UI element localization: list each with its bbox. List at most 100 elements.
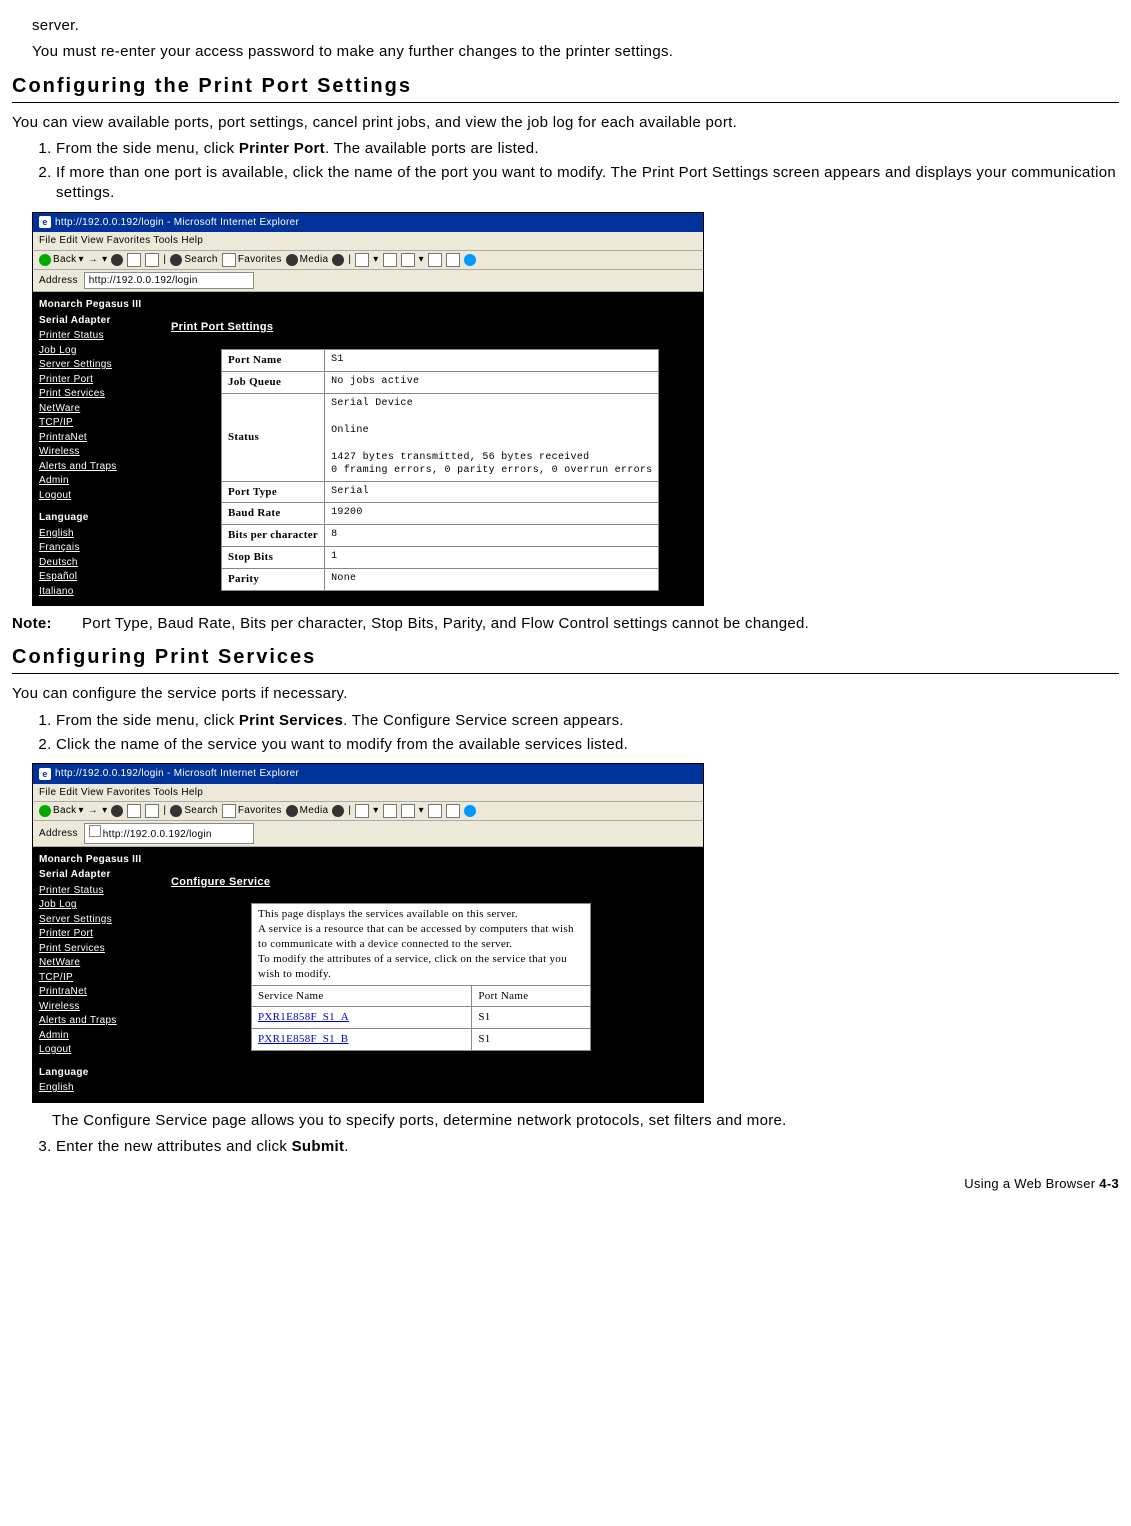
step-3: Enter the new attributes and click Submi… xyxy=(56,1137,1119,1157)
main-panel: Configure Service This page displays the… xyxy=(163,847,703,1102)
t: Favorites xyxy=(238,804,282,818)
sidebar-link[interactable]: Printer Port xyxy=(39,373,157,387)
steps-print-services: From the side menu, click Print Services… xyxy=(32,711,1119,756)
sidebar-link[interactable]: Printer Status xyxy=(39,329,157,343)
ie-icon: e xyxy=(39,768,51,780)
home-icon[interactable] xyxy=(145,253,159,267)
messenger-icon[interactable] xyxy=(446,804,460,818)
history-icon[interactable] xyxy=(332,805,344,817)
search-icon[interactable] xyxy=(170,805,182,817)
discuss-icon[interactable] xyxy=(428,804,442,818)
t: Media xyxy=(300,253,329,267)
sidebar-link[interactable]: Alerts and Traps xyxy=(39,460,157,474)
panel-title: Print Port Settings xyxy=(171,320,695,335)
t: http://192.0.0.192/login xyxy=(103,829,212,840)
sidebar-link[interactable]: Print Services xyxy=(39,387,157,401)
product-name-1: Monarch Pegasus III xyxy=(39,853,157,867)
sidebar-link[interactable]: Printer Status xyxy=(39,884,157,898)
lang-link[interactable]: Français xyxy=(39,541,157,555)
print-icon[interactable] xyxy=(383,804,397,818)
menubar[interactable]: File Edit View Favorites Tools Help xyxy=(33,232,703,251)
sidebar-link[interactable]: Server Settings xyxy=(39,913,157,927)
toolbar[interactable]: Back ▾ →▾ | Search Favorites Media |▾ ▾ xyxy=(33,251,703,270)
messenger-icon[interactable] xyxy=(446,253,460,267)
sidebar-link[interactable]: Print Services xyxy=(39,942,157,956)
cell: Baud Rate xyxy=(222,503,325,525)
edit-icon[interactable] xyxy=(401,253,415,267)
sidebar-link[interactable]: Alerts and Traps xyxy=(39,1014,157,1028)
stop-icon[interactable] xyxy=(111,254,123,266)
favorites-icon[interactable] xyxy=(222,253,236,267)
print-icon[interactable] xyxy=(383,253,397,267)
sidebar-link[interactable]: Wireless xyxy=(39,445,157,459)
service-link[interactable]: PXR1E858F_S1_B xyxy=(258,1033,348,1045)
ie-icon: e xyxy=(39,216,51,228)
sidebar-link[interactable]: Logout xyxy=(39,1043,157,1057)
home-icon[interactable] xyxy=(145,804,159,818)
product-name-2: Serial Adapter xyxy=(39,314,157,328)
main-panel: Print Port Settings Port NameS1 Job Queu… xyxy=(163,292,703,605)
address-label: Address xyxy=(39,827,78,841)
sidebar-link[interactable]: TCP/IP xyxy=(39,416,157,430)
edit-icon[interactable] xyxy=(401,804,415,818)
step-2: If more than one port is available, clic… xyxy=(56,163,1119,204)
back-label: Back xyxy=(53,253,76,267)
service-link[interactable]: PXR1E858F_S1_A xyxy=(258,1011,349,1023)
back-icon[interactable] xyxy=(39,805,51,817)
cell: Bits per character xyxy=(222,525,325,547)
cell: Port Name xyxy=(222,349,325,371)
lang-link[interactable]: Italiano xyxy=(39,585,157,599)
cell: Port Type xyxy=(222,481,325,503)
lang-link[interactable]: English xyxy=(39,1081,157,1095)
misc-icon[interactable] xyxy=(464,805,476,817)
t: Search xyxy=(184,804,218,818)
address-bar[interactable]: Address http://192.0.0.192/login xyxy=(33,270,703,293)
panel-title: Configure Service xyxy=(171,875,695,890)
cell: Serial Device Online 1427 bytes transmit… xyxy=(325,393,659,481)
back-icon[interactable] xyxy=(39,254,51,266)
refresh-icon[interactable] xyxy=(127,804,141,818)
sidebar-link[interactable]: PrintraNet xyxy=(39,431,157,445)
sidebar-link[interactable]: Printer Port xyxy=(39,927,157,941)
window-titlebar: ehttp://192.0.0.192/login - Microsoft In… xyxy=(33,764,703,784)
sidebar-link[interactable]: NetWare xyxy=(39,956,157,970)
favorites-icon[interactable] xyxy=(222,804,236,818)
cell: Serial xyxy=(325,481,659,503)
t: Favorites xyxy=(238,253,282,267)
sidebar-link[interactable]: Job Log xyxy=(39,344,157,358)
history-icon[interactable] xyxy=(332,254,344,266)
menubar[interactable]: File Edit View Favorites Tools Help xyxy=(33,784,703,803)
sidebar-link[interactable]: Wireless xyxy=(39,1000,157,1014)
address-bar[interactable]: Address http://192.0.0.192/login xyxy=(33,821,703,847)
screenshot-configure-service: ehttp://192.0.0.192/login - Microsoft In… xyxy=(32,763,704,1103)
mail-icon[interactable] xyxy=(355,253,369,267)
sidebar: Monarch Pegasus III Serial Adapter Print… xyxy=(33,847,163,1102)
sidebar-link[interactable]: NetWare xyxy=(39,402,157,416)
search-icon[interactable] xyxy=(170,254,182,266)
mail-icon[interactable] xyxy=(355,804,369,818)
discuss-icon[interactable] xyxy=(428,253,442,267)
lang-link[interactable]: English xyxy=(39,527,157,541)
sidebar-link[interactable]: Job Log xyxy=(39,898,157,912)
sidebar-link[interactable]: Logout xyxy=(39,489,157,503)
sidebar-link[interactable]: PrintraNet xyxy=(39,985,157,999)
media-icon[interactable] xyxy=(286,254,298,266)
cell: S1 xyxy=(472,1007,591,1029)
sidebar-link[interactable]: Admin xyxy=(39,1029,157,1043)
misc-icon[interactable] xyxy=(464,254,476,266)
intro-server: server. xyxy=(32,16,1119,36)
address-input[interactable]: http://192.0.0.192/login xyxy=(84,272,254,290)
intro-reenter: You must re-enter your access password t… xyxy=(32,42,1119,62)
sidebar-link[interactable]: TCP/IP xyxy=(39,971,157,985)
lang-link[interactable]: Español xyxy=(39,570,157,584)
media-icon[interactable] xyxy=(286,805,298,817)
lang-link[interactable]: Deutsch xyxy=(39,556,157,570)
address-input[interactable]: http://192.0.0.192/login xyxy=(84,823,254,844)
sidebar-link[interactable]: Admin xyxy=(39,474,157,488)
toolbar[interactable]: Back ▾ →▾ | Search Favorites Media |▾ ▾ xyxy=(33,802,703,821)
cell: Job Queue xyxy=(222,371,325,393)
refresh-icon[interactable] xyxy=(127,253,141,267)
cell: Stop Bits xyxy=(222,547,325,569)
stop-icon[interactable] xyxy=(111,805,123,817)
sidebar-link[interactable]: Server Settings xyxy=(39,358,157,372)
